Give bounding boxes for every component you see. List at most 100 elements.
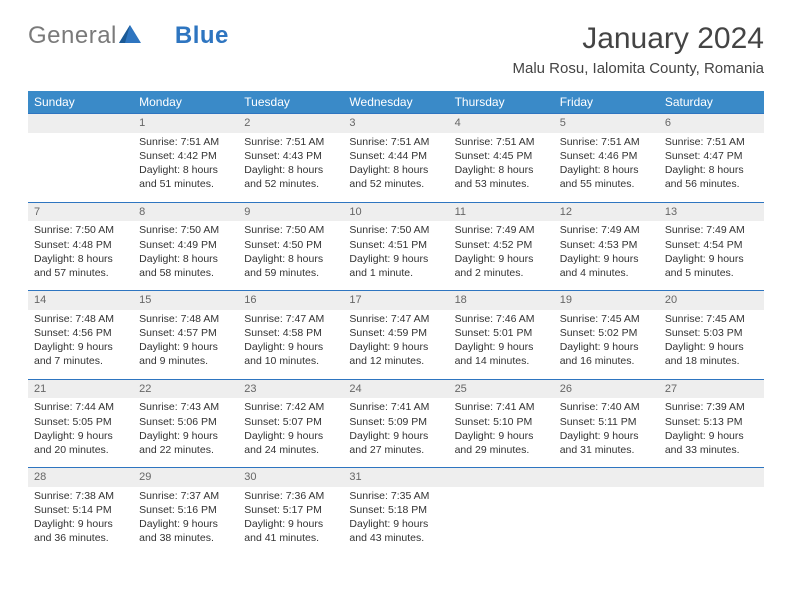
logo-mark-icon [119, 22, 141, 50]
sunset-text: Sunset: 4:43 PM [244, 149, 337, 163]
daylight-text: Daylight: 9 hours and 7 minutes. [34, 340, 127, 368]
sunrise-text: Sunrise: 7:49 AM [560, 223, 653, 237]
sunrise-text: Sunrise: 7:45 AM [665, 312, 758, 326]
header: General Blue January 2024 Malu Rosu, Ial… [28, 22, 764, 77]
daylight-text: Daylight: 9 hours and 41 minutes. [244, 517, 337, 545]
day-cell: Sunrise: 7:49 AMSunset: 4:54 PMDaylight:… [659, 221, 764, 290]
sunset-text: Sunset: 4:44 PM [349, 149, 442, 163]
sunset-text: Sunset: 4:56 PM [34, 326, 127, 340]
sunrise-text: Sunrise: 7:49 AM [665, 223, 758, 237]
day-cell: Sunrise: 7:50 AMSunset: 4:49 PMDaylight:… [133, 221, 238, 290]
day-number: 3 [343, 114, 448, 133]
sunset-text: Sunset: 4:49 PM [139, 238, 232, 252]
day-number: 16 [238, 291, 343, 310]
daylight-text: Daylight: 8 hours and 53 minutes. [455, 163, 548, 191]
day-content-row: Sunrise: 7:51 AMSunset: 4:42 PMDaylight:… [28, 133, 764, 202]
day-number: 7 [28, 202, 133, 221]
day-number [28, 114, 133, 133]
sunset-text: Sunset: 5:13 PM [665, 415, 758, 429]
day-number-row: 78910111213 [28, 202, 764, 221]
month-title: January 2024 [513, 22, 765, 56]
sunrise-text: Sunrise: 7:50 AM [244, 223, 337, 237]
day-number: 19 [554, 291, 659, 310]
sunrise-text: Sunrise: 7:45 AM [560, 312, 653, 326]
daylight-text: Daylight: 8 hours and 51 minutes. [139, 163, 232, 191]
day-number: 1 [133, 114, 238, 133]
sunrise-text: Sunrise: 7:46 AM [455, 312, 548, 326]
daylight-text: Daylight: 8 hours and 57 minutes. [34, 252, 127, 280]
sunrise-text: Sunrise: 7:51 AM [139, 135, 232, 149]
day-cell [28, 133, 133, 202]
day-number: 21 [28, 379, 133, 398]
day-cell: Sunrise: 7:45 AMSunset: 5:02 PMDaylight:… [554, 310, 659, 379]
sunset-text: Sunset: 4:46 PM [560, 149, 653, 163]
sunset-text: Sunset: 5:02 PM [560, 326, 653, 340]
sunset-text: Sunset: 5:16 PM [139, 503, 232, 517]
sunrise-text: Sunrise: 7:42 AM [244, 400, 337, 414]
day-cell [449, 487, 554, 556]
sunset-text: Sunset: 5:14 PM [34, 503, 127, 517]
day-number: 23 [238, 379, 343, 398]
day-number: 26 [554, 379, 659, 398]
day-cell: Sunrise: 7:51 AMSunset: 4:45 PMDaylight:… [449, 133, 554, 202]
day-cell: Sunrise: 7:40 AMSunset: 5:11 PMDaylight:… [554, 398, 659, 467]
day-content-row: Sunrise: 7:48 AMSunset: 4:56 PMDaylight:… [28, 310, 764, 379]
daylight-text: Daylight: 9 hours and 20 minutes. [34, 429, 127, 457]
weekday-header: Sunday [28, 91, 133, 114]
sunrise-text: Sunrise: 7:44 AM [34, 400, 127, 414]
weekday-header-row: Sunday Monday Tuesday Wednesday Thursday… [28, 91, 764, 114]
sunrise-text: Sunrise: 7:50 AM [139, 223, 232, 237]
sunset-text: Sunset: 4:54 PM [665, 238, 758, 252]
sunset-text: Sunset: 4:57 PM [139, 326, 232, 340]
sunset-text: Sunset: 5:06 PM [139, 415, 232, 429]
sunrise-text: Sunrise: 7:37 AM [139, 489, 232, 503]
daylight-text: Daylight: 9 hours and 10 minutes. [244, 340, 337, 368]
daylight-text: Daylight: 9 hours and 18 minutes. [665, 340, 758, 368]
day-cell: Sunrise: 7:51 AMSunset: 4:44 PMDaylight:… [343, 133, 448, 202]
daylight-text: Daylight: 8 hours and 52 minutes. [349, 163, 442, 191]
sunset-text: Sunset: 5:10 PM [455, 415, 548, 429]
day-cell: Sunrise: 7:50 AMSunset: 4:51 PMDaylight:… [343, 221, 448, 290]
daylight-text: Daylight: 9 hours and 1 minute. [349, 252, 442, 280]
day-number: 5 [554, 114, 659, 133]
day-number: 31 [343, 468, 448, 487]
daylight-text: Daylight: 9 hours and 36 minutes. [34, 517, 127, 545]
day-cell: Sunrise: 7:51 AMSunset: 4:42 PMDaylight:… [133, 133, 238, 202]
weekday-header: Saturday [659, 91, 764, 114]
sunset-text: Sunset: 5:09 PM [349, 415, 442, 429]
sunset-text: Sunset: 4:45 PM [455, 149, 548, 163]
daylight-text: Daylight: 9 hours and 16 minutes. [560, 340, 653, 368]
day-number-row: 28293031 [28, 468, 764, 487]
daylight-text: Daylight: 9 hours and 24 minutes. [244, 429, 337, 457]
sunrise-text: Sunrise: 7:51 AM [244, 135, 337, 149]
daylight-text: Daylight: 9 hours and 4 minutes. [560, 252, 653, 280]
day-number: 27 [659, 379, 764, 398]
sunset-text: Sunset: 5:01 PM [455, 326, 548, 340]
sunset-text: Sunset: 4:53 PM [560, 238, 653, 252]
day-cell [659, 487, 764, 556]
sunset-text: Sunset: 4:48 PM [34, 238, 127, 252]
day-cell: Sunrise: 7:51 AMSunset: 4:46 PMDaylight:… [554, 133, 659, 202]
sunset-text: Sunset: 5:17 PM [244, 503, 337, 517]
sunset-text: Sunset: 4:58 PM [244, 326, 337, 340]
day-cell: Sunrise: 7:49 AMSunset: 4:53 PMDaylight:… [554, 221, 659, 290]
day-number [554, 468, 659, 487]
sunrise-text: Sunrise: 7:47 AM [349, 312, 442, 326]
daylight-text: Daylight: 9 hours and 38 minutes. [139, 517, 232, 545]
day-cell: Sunrise: 7:51 AMSunset: 4:47 PMDaylight:… [659, 133, 764, 202]
logo-text-1: General [28, 22, 117, 50]
weekday-header: Monday [133, 91, 238, 114]
day-cell: Sunrise: 7:41 AMSunset: 5:09 PMDaylight:… [343, 398, 448, 467]
sunset-text: Sunset: 4:51 PM [349, 238, 442, 252]
day-cell: Sunrise: 7:49 AMSunset: 4:52 PMDaylight:… [449, 221, 554, 290]
day-number: 14 [28, 291, 133, 310]
day-cell: Sunrise: 7:35 AMSunset: 5:18 PMDaylight:… [343, 487, 448, 556]
day-number: 2 [238, 114, 343, 133]
sunset-text: Sunset: 4:42 PM [139, 149, 232, 163]
day-number: 29 [133, 468, 238, 487]
daylight-text: Daylight: 8 hours and 52 minutes. [244, 163, 337, 191]
day-cell: Sunrise: 7:42 AMSunset: 5:07 PMDaylight:… [238, 398, 343, 467]
daylight-text: Daylight: 8 hours and 55 minutes. [560, 163, 653, 191]
day-cell: Sunrise: 7:50 AMSunset: 4:50 PMDaylight:… [238, 221, 343, 290]
day-content-row: Sunrise: 7:38 AMSunset: 5:14 PMDaylight:… [28, 487, 764, 556]
